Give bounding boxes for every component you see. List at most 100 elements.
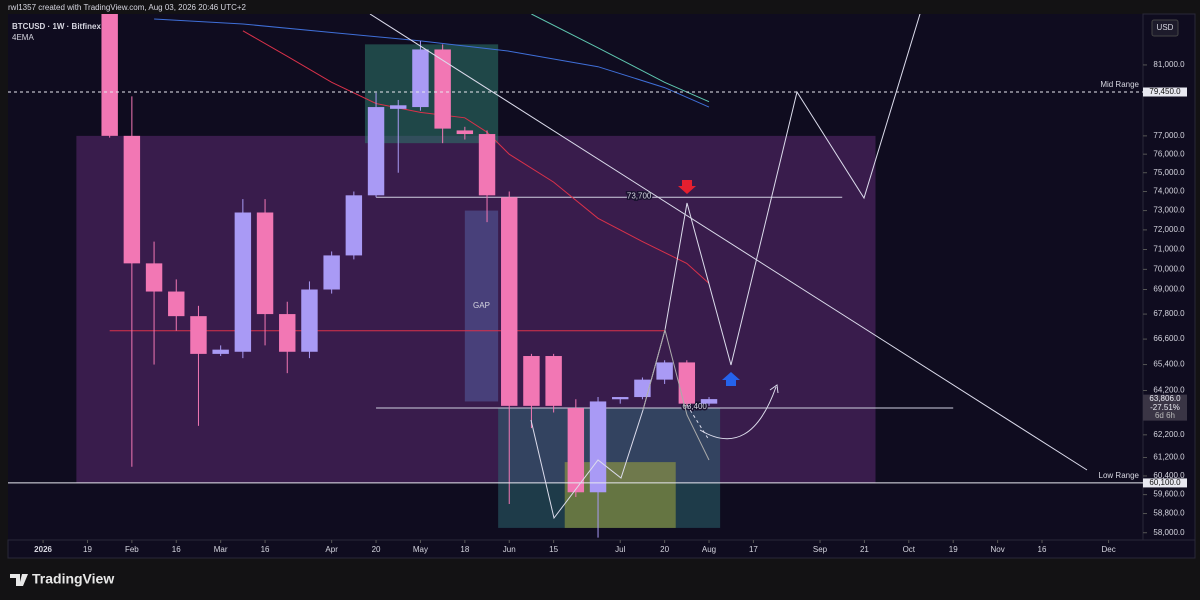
zone bbox=[464, 210, 499, 402]
x-tick-label: 16 bbox=[172, 545, 181, 554]
price-tag bbox=[1143, 394, 1187, 421]
down-arrow bbox=[678, 180, 696, 194]
y-tick-label: 66,600.0 bbox=[1153, 334, 1185, 343]
candle-body bbox=[523, 356, 540, 406]
candle-body bbox=[323, 255, 340, 290]
x-tick-label: 18 bbox=[460, 545, 469, 554]
chart-title: BTCUSD · 1W · Bitfinex bbox=[12, 22, 101, 31]
y-tick-label: 58,800.0 bbox=[1153, 509, 1185, 518]
candle-body bbox=[367, 107, 385, 196]
y-tick-label: 74,000.0 bbox=[1153, 187, 1185, 196]
currency-box[interactable] bbox=[1151, 19, 1179, 37]
currency[interactable]: USD bbox=[1157, 23, 1174, 32]
candle-body bbox=[678, 362, 696, 404]
y-tick-label: 72,000.0 bbox=[1153, 225, 1185, 234]
x-tick-label: Dec bbox=[1101, 545, 1115, 554]
y-tick-label: 71,000.0 bbox=[1153, 245, 1185, 254]
ema-line bbox=[154, 18, 710, 108]
x-tick-label: 20 bbox=[372, 545, 381, 554]
candle-body bbox=[345, 195, 363, 256]
candle-body bbox=[434, 49, 451, 129]
time-axis bbox=[7, 539, 1196, 559]
x-tick-label: May bbox=[413, 545, 428, 554]
x-tick-label: 19 bbox=[83, 545, 92, 554]
y-tick-label: 76,000.0 bbox=[1153, 149, 1185, 158]
candle-body bbox=[567, 408, 585, 493]
x-tick-label: Aug bbox=[702, 545, 716, 554]
candle-body bbox=[168, 291, 185, 317]
price-tag-label: 60,100.0 bbox=[1149, 478, 1181, 487]
y-tick-label: 77,000.0 bbox=[1153, 131, 1185, 140]
x-tick-label: 20 bbox=[660, 545, 669, 554]
x-tick-label: 16 bbox=[1038, 545, 1047, 554]
candle-body bbox=[700, 399, 718, 404]
candle-body bbox=[589, 401, 607, 493]
y-tick-label: 62,200.0 bbox=[1153, 430, 1185, 439]
candle-body bbox=[190, 316, 207, 354]
candle-body bbox=[656, 362, 673, 380]
zone-label: GAP bbox=[473, 301, 490, 310]
y-tick-label: 75,000.0 bbox=[1153, 168, 1185, 177]
footer-brand: TradingView bbox=[32, 571, 114, 587]
candle-body bbox=[256, 212, 274, 315]
price-change: -27.51% bbox=[1150, 403, 1180, 412]
x-tick-label: 19 bbox=[949, 545, 958, 554]
x-tick-label: 15 bbox=[549, 545, 558, 554]
x-tick-label: Feb bbox=[125, 545, 139, 554]
x-tick-label: 21 bbox=[860, 545, 869, 554]
x-tick-label: Sep bbox=[813, 545, 828, 554]
x-tick-label: 16 bbox=[261, 545, 270, 554]
candle-body bbox=[478, 134, 496, 196]
trendline bbox=[369, 14, 1088, 471]
candle-body bbox=[279, 314, 296, 352]
candle-body bbox=[390, 105, 407, 109]
candle-body bbox=[456, 130, 474, 135]
candle-body bbox=[301, 289, 318, 352]
y-tick-label: 65,400.0 bbox=[1153, 360, 1185, 369]
candle-body bbox=[123, 135, 141, 264]
y-tick-label: 73,000.0 bbox=[1153, 206, 1185, 215]
candle-body bbox=[545, 356, 562, 406]
y-tick-label: 70,000.0 bbox=[1153, 264, 1185, 273]
projection-path bbox=[686, 404, 710, 441]
y-tick-label: 60,400.0 bbox=[1153, 471, 1185, 480]
x-tick-label: Apr bbox=[325, 545, 338, 554]
y-tick-label: 59,600.0 bbox=[1153, 490, 1185, 499]
y-tick-label: 64,200.0 bbox=[1153, 386, 1185, 395]
curve-arrow bbox=[699, 386, 777, 440]
price-tag-label: 63,806.0 bbox=[1149, 394, 1181, 403]
y-tick-label: 81,000.0 bbox=[1153, 60, 1185, 69]
header: rwl1357 created with TradingView.com, Au… bbox=[8, 3, 247, 12]
price-tag-label: 79,450.0 bbox=[1149, 87, 1181, 96]
x-tick-label: 2026 bbox=[34, 545, 52, 554]
zone bbox=[364, 44, 499, 144]
x-tick-label: Jun bbox=[503, 545, 516, 554]
logo bbox=[10, 574, 28, 586]
range-label: Low Range bbox=[1099, 471, 1140, 480]
y-tick-label: 58,000.0 bbox=[1153, 528, 1185, 537]
candle-body bbox=[634, 379, 651, 398]
x-tick-label: Mar bbox=[214, 545, 228, 554]
arrow-head bbox=[769, 384, 779, 394]
candle-body bbox=[612, 397, 629, 400]
footer: TradingView bbox=[10, 571, 114, 587]
candle-body bbox=[412, 49, 429, 108]
projection-path bbox=[642, 328, 710, 461]
x-tick-label: Jul bbox=[615, 545, 625, 554]
drawings bbox=[369, 14, 1088, 520]
x-tick-label: Oct bbox=[903, 545, 916, 554]
level-label: 73,700 bbox=[627, 191, 652, 200]
candle-body bbox=[101, 14, 118, 136]
x-tick-label: Nov bbox=[990, 545, 1004, 554]
candle-body bbox=[212, 349, 229, 354]
level-label: 63,400 bbox=[682, 402, 707, 411]
x-tick-label: 17 bbox=[749, 545, 758, 554]
candle-body bbox=[234, 212, 252, 352]
y-tick-label: 61,200.0 bbox=[1153, 453, 1185, 462]
y-tick-label: 67,800.0 bbox=[1153, 309, 1185, 318]
price-tag bbox=[1143, 87, 1187, 97]
range-label: Mid Range bbox=[1100, 80, 1139, 89]
chart-subtitle: 4EMA bbox=[12, 33, 34, 42]
up-arrow bbox=[722, 372, 740, 386]
